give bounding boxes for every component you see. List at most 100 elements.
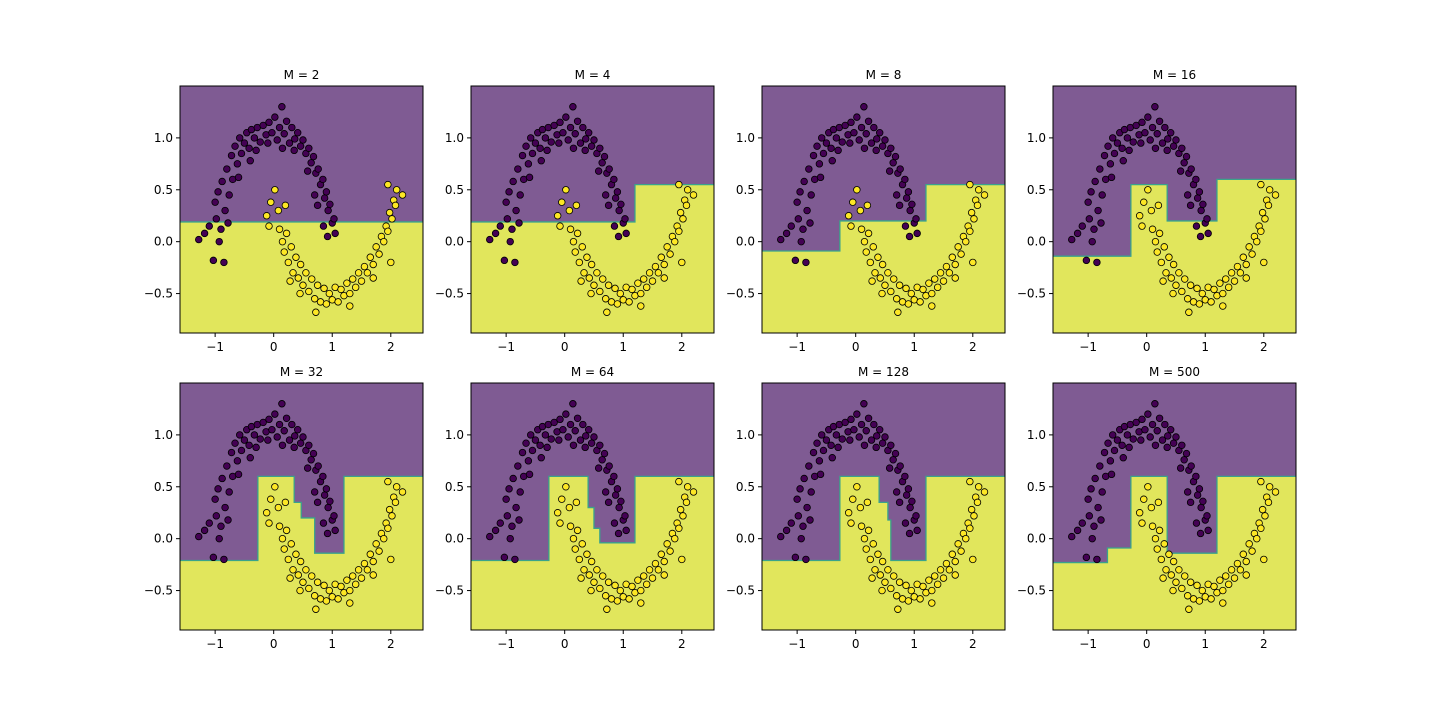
x-tick-label: 2 [1260, 637, 1268, 651]
point-class0 [1187, 462, 1195, 470]
point-class0 [496, 222, 504, 230]
point-class1 [1160, 243, 1168, 251]
point-class1 [881, 578, 889, 586]
point-class0 [1125, 146, 1133, 155]
y-tick-label: 0.0 [1027, 532, 1046, 546]
point-class0 [1163, 146, 1171, 155]
point-class1 [970, 512, 978, 520]
point-class1 [575, 258, 584, 267]
point-class1 [380, 237, 388, 246]
point-class0 [1172, 136, 1180, 144]
point-class1 [1183, 295, 1192, 303]
point-class0 [1199, 497, 1207, 506]
point-class1 [1167, 274, 1175, 282]
class1-region [180, 476, 423, 630]
point-class0 [1192, 175, 1200, 184]
point-class1 [860, 534, 869, 543]
y-tick-label: 0.5 [736, 183, 755, 197]
y-tick-label: −0.5 [435, 287, 464, 301]
point-class0 [1172, 433, 1180, 441]
point-class0 [324, 206, 332, 215]
point-class0 [543, 146, 551, 155]
point-class0 [1163, 443, 1171, 452]
point-class1 [280, 248, 288, 256]
point-class1 [553, 212, 562, 220]
point-class0 [223, 462, 231, 470]
point-class1 [299, 281, 307, 289]
point-class0 [502, 198, 510, 206]
point-class1 [853, 186, 861, 194]
point-class1 [384, 477, 392, 486]
point-class0 [853, 410, 861, 418]
point-class1 [1210, 582, 1218, 591]
point-class0 [1073, 526, 1082, 535]
x-tick-label: 1 [1201, 340, 1209, 354]
point-class0 [895, 498, 904, 507]
point-class0 [516, 191, 524, 199]
point-class1 [343, 576, 351, 584]
point-class0 [847, 118, 855, 127]
point-class1 [585, 274, 593, 282]
plot-area [762, 383, 1005, 630]
point-class0 [310, 191, 319, 199]
y-tick-label: −0.5 [144, 584, 173, 598]
point-class0 [841, 121, 849, 130]
point-class0 [282, 414, 291, 422]
point-class1 [974, 483, 983, 491]
point-class1 [878, 557, 887, 566]
point-class0 [508, 225, 516, 233]
point-class1 [262, 509, 271, 517]
point-class1 [878, 586, 886, 595]
point-class0 [569, 441, 578, 449]
point-class0 [291, 432, 299, 440]
point-class0 [240, 139, 249, 147]
point-class0 [615, 206, 623, 215]
point-class0 [528, 446, 537, 455]
point-class0 [309, 449, 318, 458]
point-class1 [1186, 578, 1195, 586]
point-class1 [384, 227, 392, 235]
point-class1 [970, 215, 978, 223]
point-class0 [604, 498, 613, 507]
point-class0 [806, 219, 814, 227]
point-class1 [320, 284, 328, 293]
point-class0 [610, 222, 619, 230]
point-class0 [889, 159, 897, 167]
point-class1 [294, 571, 302, 579]
point-class1 [869, 243, 877, 251]
point-class1 [267, 495, 275, 503]
point-class0 [271, 113, 279, 121]
point-class1 [648, 574, 657, 582]
point-class1 [296, 557, 305, 566]
point-class1 [1216, 576, 1224, 584]
point-class0 [802, 555, 810, 564]
point-class0 [303, 464, 312, 472]
point-class0 [1178, 144, 1186, 152]
point-class0 [908, 497, 916, 506]
point-class0 [594, 464, 603, 472]
point-class1 [366, 550, 375, 558]
point-class1 [292, 253, 300, 261]
point-class1 [1242, 274, 1250, 282]
point-class1 [1222, 572, 1230, 580]
y-tick-label: 0.5 [1027, 183, 1046, 197]
point-class0 [205, 222, 213, 230]
point-class0 [280, 427, 288, 435]
point-class0 [280, 130, 288, 138]
point-class0 [1203, 512, 1211, 520]
point-class1 [945, 566, 954, 574]
point-class0 [1078, 519, 1086, 527]
point-class0 [1176, 167, 1185, 175]
point-class1 [287, 540, 295, 548]
point-class0 [803, 206, 811, 215]
point-class0 [870, 123, 878, 132]
point-class1 [1162, 269, 1170, 277]
point-class0 [512, 503, 520, 512]
point-class0 [496, 519, 504, 527]
point-class0 [537, 157, 545, 165]
x-tick-label: 0 [561, 340, 569, 354]
point-class1 [967, 505, 976, 514]
point-class0 [867, 436, 876, 444]
point-class1 [1219, 586, 1227, 595]
